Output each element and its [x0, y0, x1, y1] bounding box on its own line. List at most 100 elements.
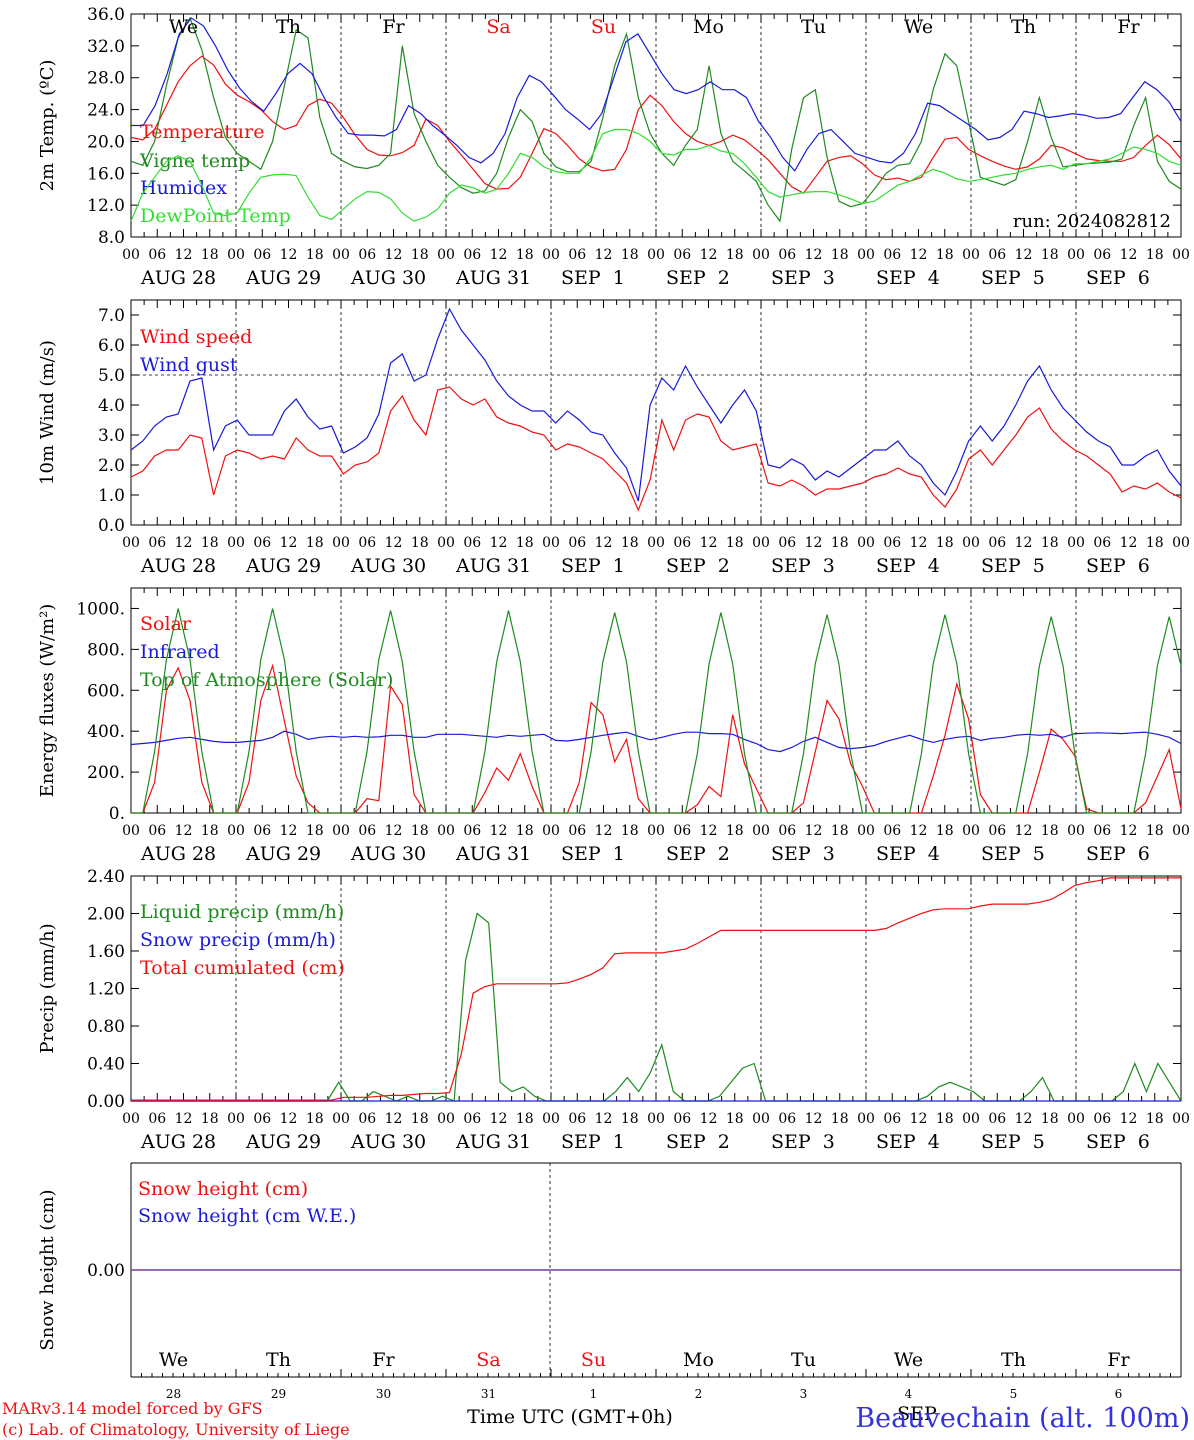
date-label: AUG 30 — [350, 267, 426, 289]
date-label: AUG 28 — [140, 555, 216, 577]
day-number: 5 — [1010, 1387, 1018, 1401]
day-label: Sa — [486, 16, 510, 38]
hour-tick-label: 06 — [253, 823, 271, 839]
date-label: SEP 4 — [876, 1131, 940, 1153]
series-line-vigne-temp — [130, 16, 1182, 223]
hour-tick-label: 00 — [332, 247, 350, 263]
hour-tick-label: 12 — [700, 535, 718, 551]
date-label: AUG 28 — [140, 1131, 216, 1153]
y-tick-label: 0.40 — [87, 1055, 125, 1075]
hour-tick-label: 18 — [621, 535, 639, 551]
day-label: We — [894, 1349, 923, 1371]
day-number: 4 — [905, 1387, 913, 1401]
hour-tick-label: 12 — [175, 535, 193, 551]
hour-tick-label: 06 — [358, 823, 376, 839]
date-label: SEP 6 — [1086, 555, 1150, 577]
series-line-humidex — [131, 17, 1182, 172]
date-label: AUG 29 — [245, 555, 321, 577]
hour-tick-label: 06 — [883, 823, 901, 839]
hour-tick-label: 00 — [647, 1111, 665, 1127]
date-label: SEP 4 — [876, 555, 940, 577]
day-label: Mo — [683, 1349, 714, 1371]
y-tick-label: 1000. — [76, 599, 125, 619]
day-label: Th — [1001, 1349, 1026, 1371]
legend-entry: Solar — [140, 613, 192, 635]
hour-tick-label: 18 — [831, 823, 849, 839]
hour-tick-label: 06 — [988, 535, 1006, 551]
day-number: 6 — [1115, 1387, 1123, 1401]
y-axis-label: Precip (mm/h) — [37, 923, 58, 1053]
hour-tick-label: 18 — [831, 535, 849, 551]
hour-tick-label: 00 — [752, 823, 770, 839]
x-axis-labels: 00 06 12 18 00 06 12 18 00 06 12 18 00 06 12 18 00 06 12 18… — [122, 535, 1190, 577]
hour-tick-label: 00 — [437, 247, 455, 263]
hour-tick-label: 12 — [1015, 247, 1033, 263]
hour-tick-label: 00 — [857, 823, 875, 839]
y-tick-label: 1.0 — [98, 486, 125, 506]
hour-tick-label: 06 — [988, 1111, 1006, 1127]
hour-tick-label: 12 — [1120, 1111, 1138, 1127]
hour-tick-label: 06 — [463, 247, 481, 263]
hour-tick-label: 00 — [752, 247, 770, 263]
day-label: Su — [591, 16, 616, 38]
day-label: Fr — [382, 16, 405, 38]
panel-4: 0.00 0.40 0.80 1.20 1.60 2.00 2.40 Liquid preci… — [37, 867, 1190, 1153]
hour-tick-label: 06 — [883, 535, 901, 551]
lab-credit: (c) Lab. of Climatology, University of L… — [2, 1420, 350, 1439]
plot-frame — [130, 13, 1182, 238]
hour-tick-label: 18 — [1146, 1111, 1164, 1127]
hour-tick-label: 18 — [306, 247, 324, 263]
hour-tick-label: 18 — [831, 1111, 849, 1127]
hour-tick-label: 18 — [516, 247, 534, 263]
hour-tick-label: 18 — [516, 1111, 534, 1127]
date-label: SEP 5 — [981, 267, 1045, 289]
hour-tick-label: 00 — [1172, 1111, 1190, 1127]
hour-tick-label: 18 — [411, 823, 429, 839]
date-label: AUG 30 — [350, 843, 426, 865]
hour-tick-label: 12 — [595, 535, 613, 551]
hour-tick-label: 18 — [621, 247, 639, 263]
legend-entry: Wind gust — [140, 354, 238, 376]
y-tick-label: 200. — [87, 763, 125, 783]
hour-tick-label: 18 — [1146, 535, 1164, 551]
hour-tick-label: 12 — [700, 247, 718, 263]
day-number: 1 — [590, 1387, 598, 1401]
hour-tick-label: 18 — [1146, 247, 1164, 263]
hour-tick-label: 18 — [1146, 823, 1164, 839]
hour-tick-label: 06 — [568, 247, 586, 263]
hour-tick-label: 06 — [883, 1111, 901, 1127]
date-label: AUG 30 — [350, 555, 426, 577]
hour-tick-label: 12 — [700, 1111, 718, 1127]
hour-tick-label: 18 — [516, 535, 534, 551]
hour-tick-label: 12 — [1120, 247, 1138, 263]
day-label: We — [169, 16, 198, 38]
day-label: Th — [276, 16, 301, 38]
y-tick-label: 0.00 — [87, 1092, 125, 1112]
hour-tick-label: 12 — [280, 823, 298, 839]
hour-tick-label: 00 — [227, 1111, 245, 1127]
hour-tick-label: 06 — [778, 247, 796, 263]
hour-tick-label: 00 — [122, 1111, 140, 1127]
hour-tick-label: 06 — [1093, 1111, 1111, 1127]
hour-tick-label: 12 — [910, 247, 928, 263]
legend-entry: Total cumulated (cm) — [140, 957, 345, 979]
hour-tick-label: 12 — [175, 823, 193, 839]
hour-tick-label: 12 — [385, 1111, 403, 1127]
date-label: AUG 28 — [140, 843, 216, 865]
hour-tick-label: 12 — [490, 535, 508, 551]
hour-tick-label: 18 — [936, 247, 954, 263]
hour-tick-label: 06 — [463, 535, 481, 551]
hour-tick-label: 06 — [253, 247, 271, 263]
hour-tick-label: 12 — [490, 247, 508, 263]
hour-tick-label: 18 — [936, 823, 954, 839]
hour-tick-label: 06 — [883, 247, 901, 263]
hour-tick-label: 00 — [857, 535, 875, 551]
y-tick-label: 0.80 — [87, 1017, 125, 1037]
hour-tick-label: 18 — [306, 823, 324, 839]
hour-tick-label: 18 — [201, 1111, 219, 1127]
y-tick-label: 0.0 — [98, 516, 125, 536]
hour-tick-label: 00 — [542, 535, 560, 551]
y-tick-label: 1.60 — [87, 942, 125, 962]
hour-tick-label: 00 — [122, 823, 140, 839]
